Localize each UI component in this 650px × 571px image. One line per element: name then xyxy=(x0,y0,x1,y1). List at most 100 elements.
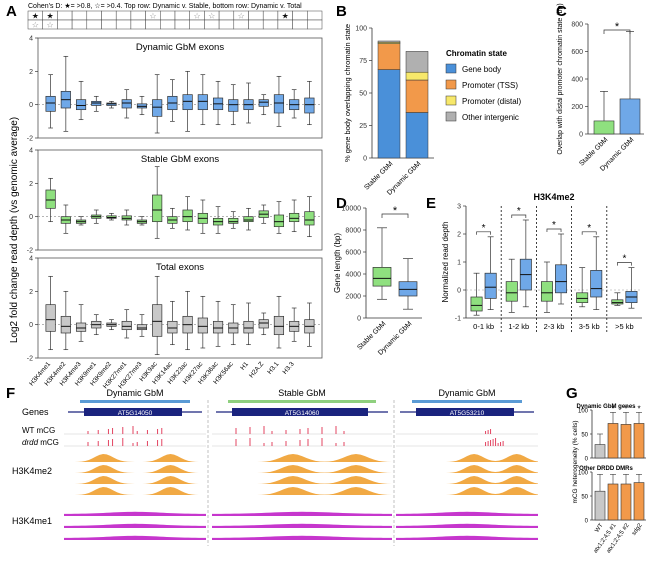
star-cell xyxy=(145,19,161,30)
track-label-h3k4me2: H3K4me2 xyxy=(12,466,52,476)
panel-g: Dynamic GbM genes 0 50 100 * * * Other DRDD DMR… xyxy=(572,404,646,555)
subplot-title: Total exons xyxy=(156,262,204,273)
box xyxy=(304,211,315,226)
h3k4me1-signal xyxy=(396,535,538,540)
box xyxy=(289,212,300,223)
h3k4me2-signal xyxy=(64,465,206,473)
bar xyxy=(620,424,632,459)
h3k4me1-signal xyxy=(212,535,392,540)
box xyxy=(136,324,148,331)
track-label-wt-mcg: WT mCG xyxy=(22,426,55,435)
panel-label-a: A xyxy=(6,3,17,20)
box xyxy=(590,270,603,298)
box xyxy=(243,216,254,223)
panel-b: 0 25 50 75 100% gene body overlapping chroma… xyxy=(343,24,521,197)
star-cell xyxy=(262,10,279,21)
y-tick-label: -2 xyxy=(27,248,33,255)
sig-star: * xyxy=(552,220,556,231)
box xyxy=(372,267,392,287)
stacked-segment xyxy=(405,112,429,159)
y-tick-label: 0 xyxy=(357,316,361,323)
box xyxy=(75,99,87,111)
region-label: Dynamic GbM xyxy=(106,388,163,398)
y-tick-label: 1 xyxy=(457,260,461,267)
bar xyxy=(633,423,645,459)
sig-bracket xyxy=(581,231,597,235)
y-tick-label: 200 xyxy=(571,104,583,111)
box xyxy=(45,189,56,209)
box xyxy=(152,194,163,223)
bar xyxy=(633,482,645,521)
sig-bracket xyxy=(381,213,409,218)
box xyxy=(60,315,71,334)
panel-label-c: C xyxy=(556,3,567,20)
sig-bracket xyxy=(546,228,562,232)
cohens-d-star-grid: ★ ★ ☆ ☆ ☆ ☆ ★☆ ☆ xyxy=(27,10,323,30)
cohens-d-star: ☆ xyxy=(208,12,215,21)
box xyxy=(470,296,483,312)
box xyxy=(45,95,56,112)
star-cell xyxy=(160,19,176,30)
y-tick-label: 4 xyxy=(29,256,33,263)
star-cell xyxy=(204,19,220,30)
bar xyxy=(594,490,606,521)
h3k4me1-signal xyxy=(396,511,538,516)
legend-swatch xyxy=(445,95,457,106)
star-cell xyxy=(174,19,190,30)
y-tick-label: 800 xyxy=(571,22,583,29)
y-tick-label: 100 xyxy=(355,26,367,33)
h3k4me2-signal xyxy=(396,453,538,462)
box xyxy=(152,99,163,117)
subplot-title: Stable GbM exons xyxy=(141,154,219,165)
h3k4me2-signal xyxy=(396,475,538,484)
h3k4me1-signal xyxy=(212,523,392,528)
gene-id: AT5G14060 xyxy=(285,410,320,417)
y-tick-label: 100 xyxy=(578,471,589,477)
y-tick-label: 10000 xyxy=(342,206,362,213)
y-tick-label: 400 xyxy=(571,77,583,84)
legend-label: Other intergenic xyxy=(462,113,519,122)
sig-star: * xyxy=(624,404,627,413)
track-label-drdd-mcg: drdd mCG xyxy=(22,438,59,447)
subplot-title: Dynamic GbM exons xyxy=(136,42,224,53)
y-tick-label: 600 xyxy=(571,49,583,56)
h3k4me1-signal xyxy=(64,511,206,516)
y-tick-label: 100 xyxy=(578,409,589,415)
x-tick-label: H3.3 xyxy=(282,360,296,375)
cohens-d-star: ☆ xyxy=(32,21,39,30)
sig-star: * xyxy=(517,206,521,217)
panel-e: H3K4me2 -1 0 1 2 3 Normalized read depth * 0-1 k… xyxy=(441,192,642,332)
subplot-frame xyxy=(37,257,323,359)
x-tick-label: sdg2 xyxy=(631,522,644,537)
sig-bracket xyxy=(617,262,632,266)
panel-label-g: G xyxy=(566,385,578,402)
legend-swatch xyxy=(445,63,457,74)
y-tick-label: 2000 xyxy=(345,294,361,301)
panel-e-title: H3K4me2 xyxy=(533,192,574,202)
track-label-genes: Genes xyxy=(22,407,49,417)
h3k4me2-signal xyxy=(212,454,392,462)
track-label-h3k4me1: H3K4me1 xyxy=(12,516,52,526)
star-cell xyxy=(233,19,249,30)
cohens-d-star: ★ xyxy=(282,12,289,21)
h3k4me2-signal xyxy=(64,454,206,462)
panel-a: Dynamic GbM exons -2 0 2 4 Stable GbM exons -2… xyxy=(27,36,323,390)
h3k4me1-signal xyxy=(64,535,206,540)
h3k4me2-signal xyxy=(64,487,206,495)
y-tick-label: -1 xyxy=(455,316,461,323)
sig-bracket xyxy=(603,29,631,34)
star-cell xyxy=(71,19,88,30)
box xyxy=(258,99,269,107)
y-tick-label: 0 xyxy=(363,156,367,163)
cohens-d-legend: Cohen's D: ★= >0.8, ☆= >0.4. Top row: Dy… xyxy=(28,2,302,10)
region-label: Dynamic GbM xyxy=(438,388,495,398)
region-bar xyxy=(80,400,190,403)
subplot-frame xyxy=(37,37,323,139)
bar xyxy=(620,483,632,521)
bar xyxy=(593,120,615,135)
y-tick-label: 0 xyxy=(29,102,33,109)
y-tick-label: 0 xyxy=(585,519,589,525)
panel-g-ylabel: mCG heterogeneity (% cells) xyxy=(572,420,579,503)
legend-swatch xyxy=(445,111,457,122)
